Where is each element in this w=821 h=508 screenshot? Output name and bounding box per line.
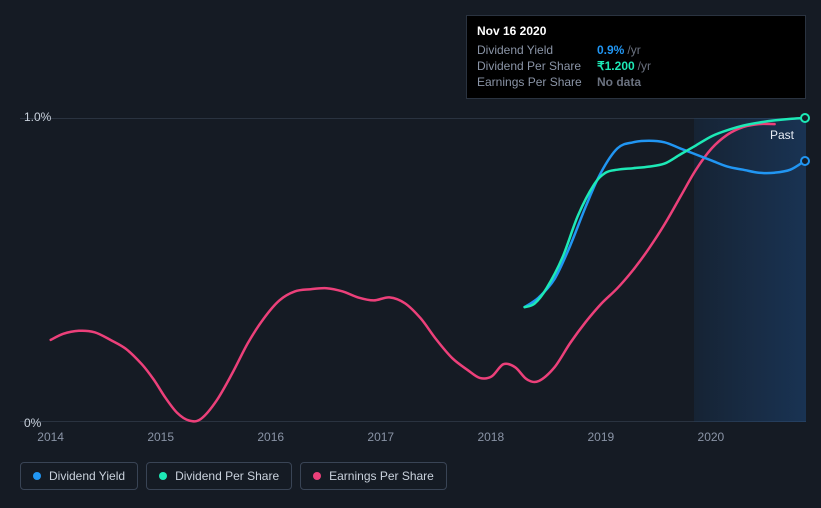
legend-label: Dividend Yield (49, 469, 125, 483)
legend-label: Earnings Per Share (329, 469, 434, 483)
series-earnings_per_share (51, 124, 775, 421)
x-tick: 2018 (477, 430, 504, 444)
legend-label: Dividend Per Share (175, 469, 279, 483)
legend-dot (159, 472, 167, 480)
legend-dot (313, 472, 321, 480)
x-axis: 2014 2015 2016 2017 2018 2019 2020 (20, 430, 806, 448)
series-dividend_per_share (525, 118, 806, 307)
chart-plot-area[interactable]: Past 1.0% 0% (20, 118, 806, 422)
x-tick: 2017 (367, 430, 394, 444)
tooltip-date: Nov 16 2020 (477, 24, 795, 38)
tooltip-row: Dividend Per Share₹1.200/yr (477, 58, 795, 74)
tooltip-row: Dividend Yield0.9%/yr (477, 42, 795, 58)
tooltip-label: Earnings Per Share (477, 75, 597, 89)
x-tick: 2019 (587, 430, 614, 444)
tooltip-suffix: /yr (627, 43, 640, 57)
end-marker-dividend_per_share (800, 113, 810, 123)
tooltip-label: Dividend Yield (477, 43, 597, 57)
tooltip-value: ₹1.200 (597, 59, 635, 73)
legend: Dividend Yield Dividend Per Share Earnings… (20, 462, 447, 490)
x-tick: 2015 (147, 430, 174, 444)
x-tick: 2016 (257, 430, 284, 444)
end-marker-dividend_yield (800, 156, 810, 166)
tooltip-value: No data (597, 75, 641, 89)
x-tick: 2014 (37, 430, 64, 444)
tooltip-row: Earnings Per ShareNo data (477, 74, 795, 90)
legend-item[interactable]: Earnings Per Share (300, 462, 447, 490)
tooltip: Nov 16 2020 Dividend Yield0.9%/yrDividen… (466, 15, 806, 99)
x-tick: 2020 (698, 430, 725, 444)
tooltip-label: Dividend Per Share (477, 59, 597, 73)
tooltip-value: 0.9% (597, 43, 624, 57)
chart-svg (20, 118, 806, 422)
legend-item[interactable]: Dividend Yield (20, 462, 138, 490)
tooltip-suffix: /yr (638, 59, 651, 73)
legend-dot (33, 472, 41, 480)
legend-item[interactable]: Dividend Per Share (146, 462, 292, 490)
